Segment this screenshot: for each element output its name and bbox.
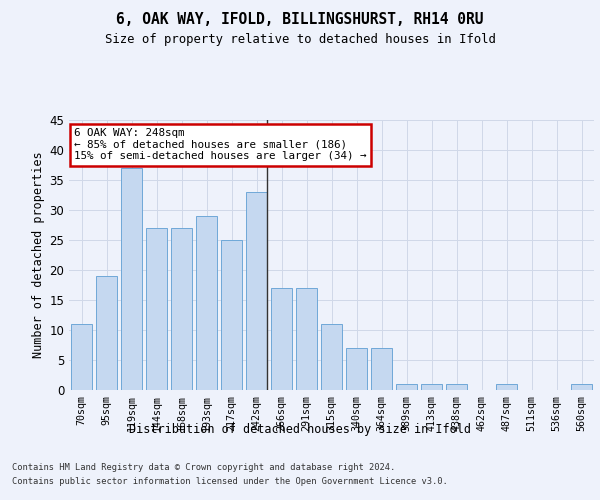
Text: Distribution of detached houses by size in Ifold: Distribution of detached houses by size … (129, 422, 471, 436)
Bar (321, 324, 342, 390)
Bar (121, 168, 142, 390)
Bar (571, 384, 592, 390)
Bar (96, 276, 117, 390)
Bar (396, 384, 417, 390)
Bar (196, 216, 217, 390)
Bar (171, 228, 192, 390)
Text: 6, OAK WAY, IFOLD, BILLINGSHURST, RH14 0RU: 6, OAK WAY, IFOLD, BILLINGSHURST, RH14 0… (116, 12, 484, 28)
Bar (271, 288, 292, 390)
Text: Size of property relative to detached houses in Ifold: Size of property relative to detached ho… (104, 32, 496, 46)
Text: Contains HM Land Registry data © Crown copyright and database right 2024.: Contains HM Land Registry data © Crown c… (12, 462, 395, 471)
Text: Contains public sector information licensed under the Open Government Licence v3: Contains public sector information licen… (12, 478, 448, 486)
Text: 6 OAK WAY: 248sqm
← 85% of detached houses are smaller (186)
15% of semi-detache: 6 OAK WAY: 248sqm ← 85% of detached hous… (74, 128, 367, 162)
Y-axis label: Number of detached properties: Number of detached properties (32, 152, 45, 358)
Bar (71, 324, 92, 390)
Bar (446, 384, 467, 390)
Bar (221, 240, 242, 390)
Bar (296, 288, 317, 390)
Bar (496, 384, 517, 390)
Bar (371, 348, 392, 390)
Bar (346, 348, 367, 390)
Bar (246, 192, 267, 390)
Bar (146, 228, 167, 390)
Bar (421, 384, 442, 390)
